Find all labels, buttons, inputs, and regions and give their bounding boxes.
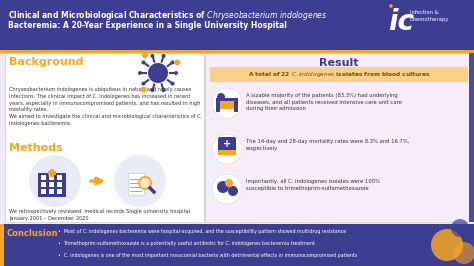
Circle shape	[138, 71, 142, 75]
Circle shape	[431, 229, 463, 261]
Circle shape	[212, 88, 242, 118]
Bar	[128, 173, 144, 195]
Bar	[5, 53, 204, 222]
Bar	[0, 224, 474, 266]
Text: •  Most of C. indologenes bacteremia were hospital-acquired, and the susceptibil: • Most of C. indologenes bacteremia were…	[58, 229, 346, 234]
Circle shape	[150, 88, 155, 92]
Bar	[49, 189, 54, 194]
Circle shape	[217, 181, 229, 193]
Bar	[130, 182, 142, 184]
Circle shape	[389, 4, 393, 8]
Circle shape	[225, 179, 233, 187]
Bar	[57, 189, 62, 194]
Text: We retrospectively reviewed  medical records Single university hospital
January : We retrospectively reviewed medical reco…	[9, 209, 190, 221]
Bar	[50, 169, 54, 177]
Circle shape	[138, 176, 152, 190]
Circle shape	[141, 87, 146, 93]
Bar	[0, 224, 4, 266]
Bar	[130, 186, 142, 188]
Circle shape	[453, 242, 474, 264]
Text: Methods: Methods	[9, 143, 63, 153]
Bar	[49, 182, 54, 187]
Circle shape	[141, 82, 146, 86]
Circle shape	[217, 93, 225, 101]
Text: Background: Background	[9, 57, 83, 67]
Circle shape	[174, 60, 180, 65]
Text: ic: ic	[388, 8, 414, 36]
Text: +: +	[223, 139, 231, 149]
FancyBboxPatch shape	[218, 137, 236, 153]
Circle shape	[162, 54, 165, 58]
Bar	[218, 150, 236, 155]
Bar	[41, 182, 46, 187]
Bar	[205, 53, 469, 222]
Circle shape	[212, 174, 242, 204]
Bar	[216, 101, 220, 112]
Circle shape	[140, 178, 150, 188]
Circle shape	[174, 71, 178, 75]
Text: Infection &
Chemotherapy: Infection & Chemotherapy	[410, 10, 449, 22]
Text: Chryseobacterium indologenes is ubiquitous in nature and rarely causes
infection: Chryseobacterium indologenes is ubiquito…	[9, 87, 202, 126]
Circle shape	[148, 63, 168, 83]
Text: Importantly, all C. indologenes isolates were 100%
susceptible to trimethoprim-s: Importantly, all C. indologenes isolates…	[246, 179, 380, 191]
Text: Clinical and Microbiological Characteristics of $\it{Chryseobacterium\ indologen: Clinical and Microbiological Characteris…	[8, 9, 328, 22]
Text: A total of 22 $\it{C. indologenes}$ isolates from blood cultures: A total of 22 $\it{C. indologenes}$ isol…	[247, 70, 430, 79]
Text: Bacteremia: A 20-Year Experience in a Single University Hospital: Bacteremia: A 20-Year Experience in a Si…	[8, 21, 287, 30]
Bar	[38, 173, 66, 197]
Circle shape	[212, 134, 242, 164]
Bar	[216, 98, 238, 101]
Circle shape	[171, 60, 174, 64]
Bar	[0, 50, 474, 53]
Text: Conclusion: Conclusion	[7, 229, 58, 238]
Text: The 14-day and 28-day mortality rates were 8.3% and 16.7%,
respectively: The 14-day and 28-day mortality rates we…	[246, 139, 410, 151]
Circle shape	[150, 54, 155, 58]
Bar	[49, 175, 54, 180]
Bar	[41, 175, 46, 180]
Bar	[57, 175, 62, 180]
Text: A sizable majority of the patients (83.3%) had underlying
diseases, and all pati: A sizable majority of the patients (83.3…	[246, 93, 402, 111]
Bar	[48, 171, 56, 175]
Circle shape	[171, 82, 174, 86]
Circle shape	[228, 186, 238, 196]
Circle shape	[114, 155, 166, 207]
Bar	[469, 53, 474, 222]
Circle shape	[141, 60, 146, 64]
Text: •  C. indologenes is one of the most important nosocomial bacteria with detrimen: • C. indologenes is one of the most impo…	[58, 253, 357, 258]
Bar	[0, 0, 474, 50]
Bar	[130, 178, 142, 180]
Bar	[57, 182, 62, 187]
Bar	[234, 101, 238, 112]
Text: •  Trimethoprim-sulfamethoxazole is a potentially useful antibiotic for C. indol: • Trimethoprim-sulfamethoxazole is a pot…	[58, 241, 315, 246]
FancyBboxPatch shape	[210, 67, 468, 82]
Circle shape	[451, 219, 469, 237]
Bar	[130, 190, 142, 192]
Circle shape	[162, 88, 165, 92]
Bar	[216, 101, 238, 109]
Bar	[41, 189, 46, 194]
Circle shape	[142, 52, 148, 58]
Text: Result: Result	[319, 58, 359, 68]
Circle shape	[29, 155, 81, 207]
